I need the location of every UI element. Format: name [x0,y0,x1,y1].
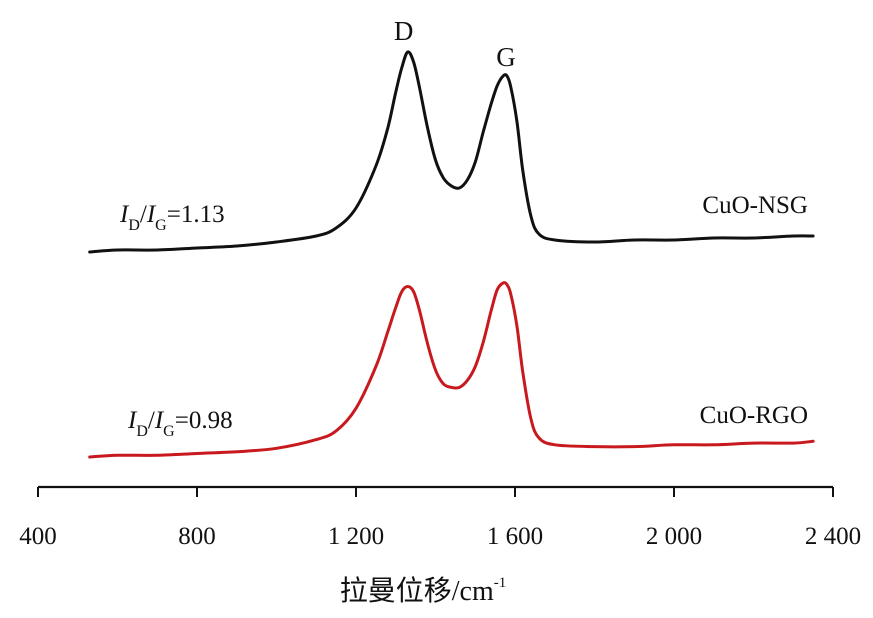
ratio-i-d: I [127,407,138,434]
x-axis-ticks [37,487,834,497]
ratio-i-g: I [154,407,165,434]
x-axis-label-text: 拉曼位移/cm [340,575,494,607]
x-tick-label: 1 200 [328,523,384,550]
x-tick-label: 800 [178,523,216,550]
series-label-cuo-rgo: CuO-RGO [700,402,808,429]
ratio-value: =0.98 [175,407,233,434]
ratio-sub-g: G [155,217,167,234]
ratio-value: =1.13 [167,201,225,228]
ratio-annotation-cuo-nsg: ID/IG=1.13 [119,201,225,234]
ratio-i-d: I [119,201,130,228]
ratio-annotation-cuo-rgo: ID/IG=0.98 [127,407,233,440]
x-axis-label-superscript: -1 [494,575,507,591]
ratio-sub-g: G [163,423,175,440]
x-tick-label: 400 [19,523,57,550]
ratio-slash: / [140,201,147,228]
ratio-i-g: I [146,201,157,228]
x-tick-label: 2 000 [646,523,702,550]
series-label-cuo-nsg: CuO-NSG [702,192,808,219]
series-line-cuo-rgo [88,281,815,459]
series-line-cuo-nsg [88,50,815,254]
x-axis-label: 拉曼位移/cm-1 [340,575,507,607]
ratio-slash: / [148,407,155,434]
x-tick-label: 2 400 [805,523,861,550]
x-axis-tick-labels: 400 800 1 200 1 600 2 000 2 400 [19,523,861,550]
x-tick-label: 1 600 [487,523,543,550]
peak-label-d: D [394,16,414,46]
ratio-sub-d: D [136,423,148,440]
ratio-sub-d: D [128,217,140,234]
peak-label-g: G [496,42,516,72]
